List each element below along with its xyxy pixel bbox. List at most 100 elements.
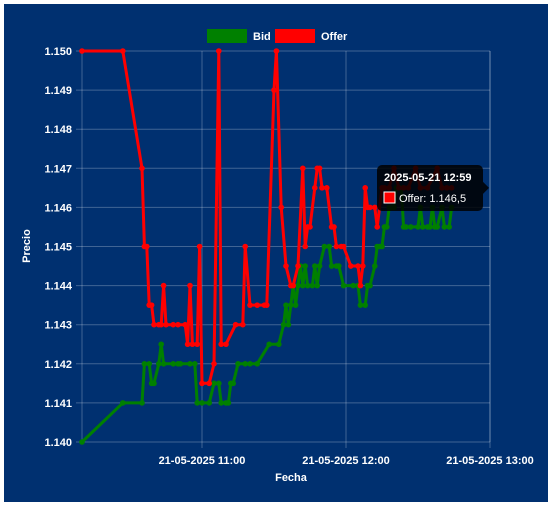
data-point-bid: [225, 400, 232, 406]
x-tick-label: 21-05-2025 11:00: [159, 455, 246, 467]
data-point-bid: [336, 263, 342, 269]
data-point-bid: [230, 380, 236, 387]
data-point-bid: [357, 302, 364, 308]
legend-swatch-offer: [275, 29, 315, 43]
data-point-offer: [175, 321, 181, 328]
data-point-offer: [184, 341, 191, 348]
legend-item-offer[interactable]: Offer: [275, 29, 348, 43]
data-point-offer: [374, 224, 381, 230]
data-point-offer: [372, 204, 378, 211]
data-point-offer: [163, 321, 169, 328]
data-point-bid: [362, 302, 369, 308]
data-point-offer: [206, 380, 212, 387]
data-point-offer: [348, 263, 354, 269]
data-point-bid: [321, 243, 328, 250]
data-point-bid: [266, 341, 273, 348]
data-point-offer: [300, 165, 306, 172]
legend[interactable]: Bid Offer: [207, 29, 348, 43]
data-point-bid: [141, 361, 148, 367]
data-point-offer: [144, 243, 150, 250]
data-point-offer: [278, 204, 285, 211]
y-axis-ticks: 1.140 1.141 1.142 1.143 1.144 1.145 1.146 1.147…: [44, 46, 72, 449]
data-point-offer: [79, 48, 85, 54]
data-point-offer: [158, 321, 164, 328]
data-point-offer: [170, 321, 176, 328]
data-point-bid: [151, 380, 157, 387]
data-point-bid: [367, 282, 373, 289]
y-tick-label: 1.150: [44, 46, 72, 58]
data-point-bid: [350, 282, 357, 289]
data-point-bid: [199, 400, 205, 406]
data-point-bid: [285, 321, 292, 328]
y-tick-label: 1.149: [44, 85, 72, 97]
data-point-bid: [242, 361, 248, 367]
data-point-offer: [264, 302, 270, 308]
data-point-bid: [372, 263, 378, 269]
tooltip-title: 2025-05-21 12:59: [384, 172, 471, 184]
data-point-offer: [273, 48, 280, 54]
data-point-offer: [316, 165, 323, 172]
data-point-bid: [408, 224, 414, 230]
data-point-offer: [139, 165, 145, 172]
tooltip-value: Offer: 1.146,5: [399, 193, 466, 205]
y-tick-label: 1.142: [44, 359, 72, 371]
data-point-offer: [240, 321, 246, 328]
data-point-offer: [319, 185, 325, 191]
data-point-bid: [415, 224, 421, 230]
series-offer: [79, 48, 455, 387]
data-point-offer: [182, 321, 188, 328]
data-point-offer: [340, 243, 347, 250]
data-point-offer: [360, 263, 366, 269]
data-point-bid: [120, 400, 126, 406]
data-point-bid: [146, 361, 152, 367]
data-point-offer: [194, 341, 200, 348]
data-point-offer: [211, 361, 217, 367]
data-point-bid: [295, 282, 301, 289]
data-point-offer: [216, 48, 222, 54]
data-point-bid: [160, 361, 167, 367]
tooltip: 2025-05-21 12:59 Offer: 1.146,5: [377, 165, 489, 211]
data-point-offer: [232, 321, 239, 328]
data-point-bid: [312, 263, 318, 269]
data-point-offer: [331, 224, 337, 230]
x-tick-label: 21-05-2025 13:00: [446, 455, 533, 467]
data-point-bid: [177, 361, 184, 367]
data-point-bid: [328, 263, 335, 269]
data-point-bid: [158, 341, 164, 348]
y-tick-label: 1.144: [44, 281, 72, 293]
y-tick-label: 1.141: [44, 398, 72, 410]
data-point-offer: [355, 263, 361, 269]
data-point-bid: [211, 380, 217, 387]
data-point-bid: [314, 282, 321, 289]
data-point-bid: [326, 243, 333, 250]
data-point-bid: [434, 224, 441, 230]
data-point-offer: [196, 243, 203, 250]
data-point-bid: [170, 361, 176, 367]
data-point-bid: [300, 282, 306, 289]
data-point-offer: [367, 204, 373, 211]
chart-panel: 1.140 1.141 1.142 1.143 1.144 1.145 1.146 1.147…: [4, 4, 548, 502]
data-point-offer: [223, 341, 229, 348]
data-point-bid: [427, 224, 433, 230]
data-point-bid: [139, 400, 145, 406]
data-point-offer: [247, 302, 253, 308]
price-line-chart: 1.140 1.141 1.142 1.143 1.144 1.145 1.146 1.147…: [4, 4, 548, 502]
x-axis-title: Fecha: [275, 472, 308, 484]
data-point-bid: [280, 321, 287, 328]
data-point-offer: [312, 185, 318, 191]
legend-label-bid: Bid: [253, 31, 271, 43]
data-point-bid: [283, 302, 289, 308]
data-point-bid: [206, 400, 212, 406]
y-tick-label: 1.143: [44, 320, 72, 332]
y-tick-label: 1.146: [44, 202, 72, 214]
data-point-offer: [271, 87, 277, 93]
legend-item-bid[interactable]: Bid: [207, 29, 271, 43]
data-point-offer: [362, 185, 369, 191]
data-point-bid: [441, 224, 448, 230]
data-point-offer: [242, 243, 248, 250]
y-tick-label: 1.147: [44, 163, 72, 175]
data-point-bid: [292, 302, 299, 308]
data-point-bid: [309, 282, 316, 289]
tooltip-caret: [483, 181, 489, 194]
data-point-bid: [156, 361, 162, 367]
